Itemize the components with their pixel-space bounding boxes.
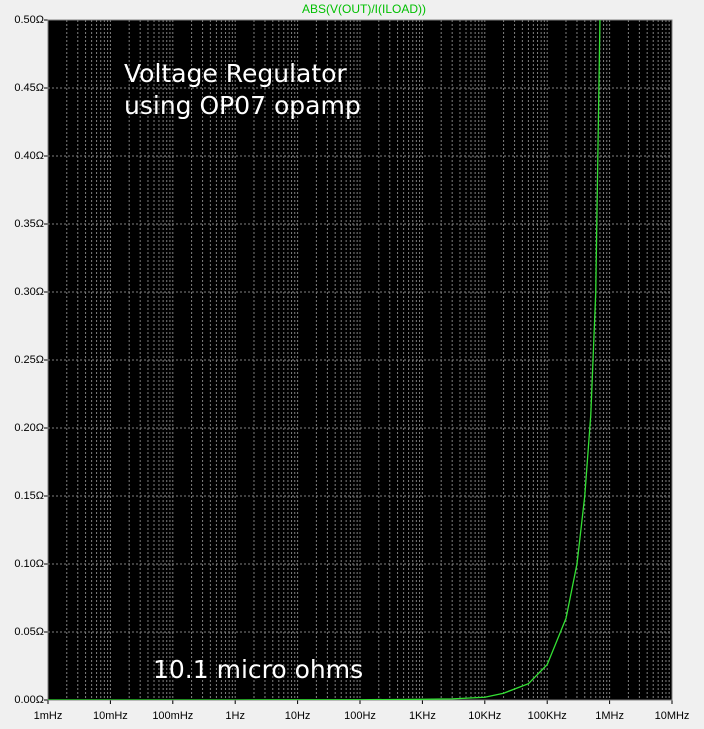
data-line xyxy=(48,20,601,700)
chart-title: ABS(V(OUT)/I(ILOAD)) xyxy=(302,2,426,16)
x-tick-label: 1Hz xyxy=(225,710,245,722)
y-tick-label: 0.05Ω xyxy=(14,626,44,638)
x-tick-label: 10Hz xyxy=(285,710,311,722)
y-tick-label: 0.45Ω xyxy=(14,82,44,94)
annotation: using OP07 opamp xyxy=(124,91,361,120)
x-tick-label: 100KHz xyxy=(528,710,567,722)
y-tick-label: 0.40Ω xyxy=(14,150,44,162)
x-tick-label: 100mHz xyxy=(152,710,193,722)
y-tick-label: 0.00Ω xyxy=(14,694,44,706)
x-tick-label: 10KHz xyxy=(468,710,501,722)
y-tick-label: 0.20Ω xyxy=(14,422,44,434)
y-tick-label: 0.15Ω xyxy=(14,490,44,502)
x-tick-label: 10mHz xyxy=(93,710,128,722)
x-tick-label: 100Hz xyxy=(344,710,376,722)
x-tick-label: 1mHz xyxy=(34,710,63,722)
y-tick-label: 0.30Ω xyxy=(14,286,44,298)
annotation: 10.1 micro ohms xyxy=(153,655,363,684)
y-tick-label: 0.50Ω xyxy=(14,14,44,26)
x-tick-label: 1MHz xyxy=(595,710,624,722)
annotation: Voltage Regulator xyxy=(124,59,347,88)
y-tick-label: 0.25Ω xyxy=(14,354,44,366)
y-tick-label: 0.10Ω xyxy=(14,558,44,570)
plot-series xyxy=(48,20,601,700)
x-tick-label: 10MHz xyxy=(655,710,690,722)
y-tick-label: 0.35Ω xyxy=(14,218,44,230)
x-tick-label: 1KHz xyxy=(409,710,436,722)
